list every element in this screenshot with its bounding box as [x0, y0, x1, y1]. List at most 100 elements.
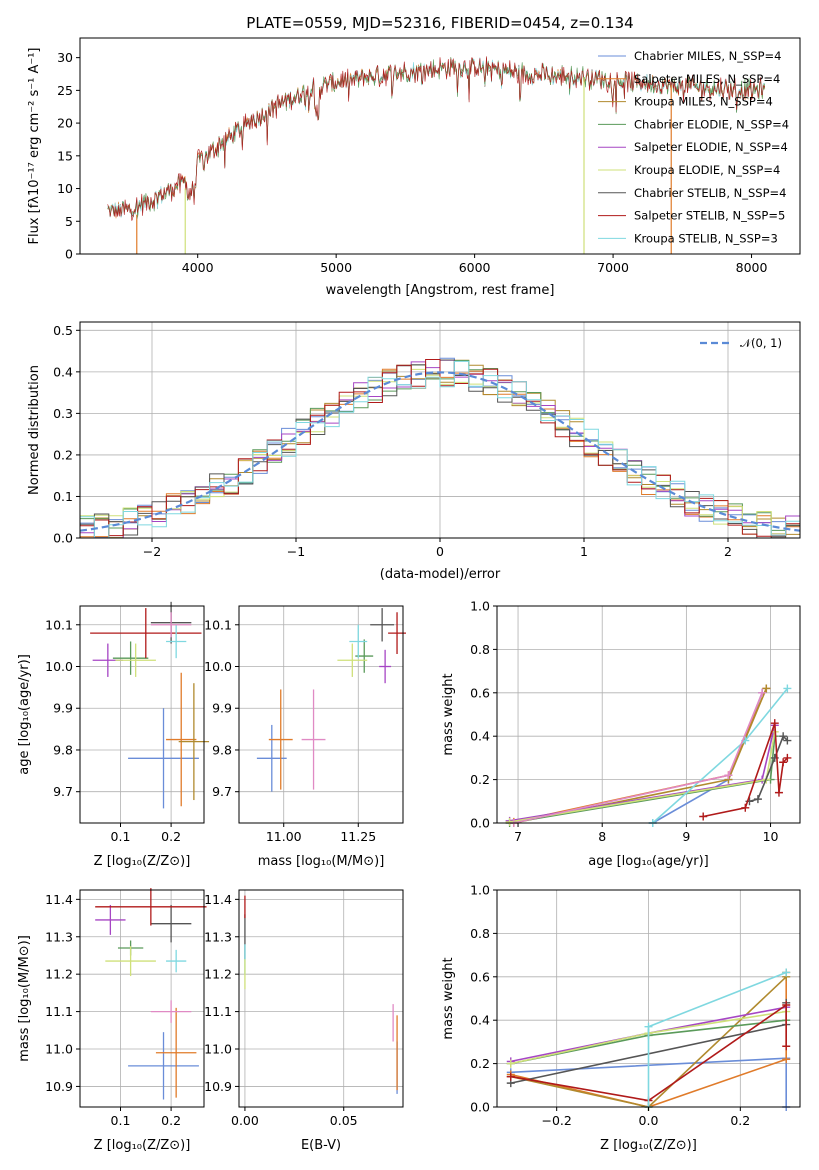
x-tick-label: 11.00: [266, 829, 302, 844]
y-tick-label: 0.2: [470, 1056, 490, 1071]
y-tick-label: 11.1: [45, 1004, 73, 1019]
mass-weight-line-kroupa_elodie: [509, 731, 776, 823]
y-tick-label: 0.6: [470, 685, 490, 700]
y-tick-label: 11.0: [45, 1042, 73, 1057]
x-axis-label: Z [log₁₀(Z/Z⊙)]: [94, 854, 191, 869]
mass-weight-point-extra_pink: [724, 771, 733, 780]
x-tick-label: −0.2: [542, 1113, 572, 1128]
legend-label: Salpeter STELIB, N_SSP=5: [634, 209, 785, 223]
x-tick-label: 1: [580, 544, 588, 559]
mass-weight-point-chabrier_stelib: [753, 795, 762, 804]
x-tick-label: 0.2: [161, 829, 181, 844]
x-tick-label: 8: [598, 829, 606, 844]
y-tick-label: 10.1: [45, 617, 73, 632]
y-tick-label: 0.2: [53, 447, 73, 462]
mass-weight-point-salpeter_miles: [782, 1055, 791, 1064]
axes-frame: [79, 37, 801, 255]
x-axis-label: E(B-V): [301, 1138, 341, 1153]
mass-weight-point-salpeter_stelib: [783, 753, 792, 762]
mass-weight-point-kroupa_stelib: [644, 1022, 653, 1031]
y-tick-label: 10.9: [45, 1079, 73, 1094]
mass-weight-point-extra_pink: [758, 688, 767, 697]
x-tick-label: 10: [763, 829, 779, 844]
y-tick-label: 0.0: [470, 1100, 490, 1115]
y-axis-label: Normed distribution: [27, 365, 42, 495]
y-tick-label: 11.4: [204, 892, 232, 907]
y-tick-label: 20: [57, 116, 73, 131]
y-tick-label: 0.1: [53, 489, 73, 504]
mass-weight-line-salpeter_stelib: [510, 1003, 787, 1102]
x-tick-label: 6000: [459, 260, 491, 275]
y-tick-label: 0.4: [470, 729, 490, 744]
x-tick-label: 0.00: [231, 1113, 259, 1128]
x-tick-label: 9: [682, 829, 690, 844]
y-tick-label: 11.4: [45, 892, 73, 907]
y-axis-label: mass weight: [441, 957, 456, 1039]
x-tick-label: 2: [724, 544, 732, 559]
x-tick-label: 0: [436, 544, 444, 559]
axes-frame: [238, 605, 404, 824]
legend-label: Kroupa STELIB, N_SSP=3: [634, 231, 778, 245]
x-tick-label: 0.2: [161, 1113, 181, 1128]
histogram-chabrier_miles: [80, 357, 800, 539]
mass-weight-point-salpeter_stelib: [779, 758, 788, 767]
mass-weight-point-salpeter_stelib: [782, 1001, 791, 1010]
x-tick-label: 7000: [597, 260, 629, 275]
axes-frame: [79, 889, 205, 1108]
x-tick-label: 11.25: [340, 829, 376, 844]
legend-label: Kroupa MILES, N_SSP=4: [634, 95, 773, 109]
legend-label: Chabrier MILES, N_SSP=4: [634, 49, 781, 63]
y-tick-label: 0.0: [470, 816, 490, 831]
y-tick-label: 9.9: [53, 701, 73, 716]
mass-weight-point-kroupa_elodie: [506, 1059, 515, 1068]
mass-weight-point-salpeter_stelib: [774, 788, 783, 797]
legend-label: 𝒩(0, 1): [740, 336, 782, 350]
mass-weight-line-chabrier_miles: [652, 692, 763, 824]
axes-frame: [496, 605, 801, 824]
y-tick-label: 1.0: [470, 599, 490, 614]
y-tick-label: 0.0: [53, 531, 73, 546]
y-tick-label: 25: [57, 83, 73, 98]
x-tick-label: −2: [143, 544, 161, 559]
y-tick-label: 5: [65, 214, 73, 229]
y-tick-label: 0.4: [53, 364, 73, 379]
axes-frame: [238, 889, 404, 1108]
x-tick-label: 0.1: [111, 829, 131, 844]
y-axis-label: age [log₁₀(age/yr)]: [17, 654, 32, 775]
y-tick-label: 11.0: [204, 1042, 232, 1057]
y-tick-label: 0.6: [470, 969, 490, 984]
mass-weight-point-salpeter_stelib: [741, 803, 750, 812]
x-axis-label: age [log₁₀(age/yr)]: [588, 854, 709, 869]
y-tick-label: 9.7: [53, 784, 73, 799]
x-tick-label: 8000: [736, 260, 768, 275]
legend-label: Salpeter ELODIE, N_SSP=4: [634, 140, 788, 154]
y-tick-label: 10.9: [204, 1079, 232, 1094]
mass-weight-line-salpeter_elodie: [509, 725, 776, 822]
mass-weight-point-kroupa_elodie: [505, 817, 514, 826]
y-tick-label: 0.2: [470, 772, 490, 787]
mass-weight-point-kroupa_miles: [762, 684, 771, 693]
y-tick-label: 0.8: [470, 642, 490, 657]
y-tick-label: 9.8: [53, 742, 73, 757]
y-tick-label: 11.3: [204, 929, 232, 944]
chart-title: PLATE=0559, MJD=52316, FIBERID=0454, z=0…: [246, 14, 633, 32]
y-tick-label: 11.1: [204, 1004, 232, 1019]
y-tick-label: 0.3: [53, 406, 73, 421]
histogram-kroupa_stelib: [80, 360, 800, 539]
x-tick-label: 0.05: [330, 1113, 358, 1128]
x-tick-label: 0.2: [730, 1113, 750, 1128]
legend-label: Chabrier ELODIE, N_SSP=4: [634, 117, 789, 131]
y-tick-label: 0.4: [470, 1013, 490, 1028]
x-tick-label: 0.0: [639, 1113, 659, 1128]
mass-weight-point-salpeter_stelib: [782, 1042, 791, 1051]
y-axis-label: Flux [fλ10⁻¹⁷ erg cm⁻² s⁻¹ A⁻¹]: [27, 48, 42, 245]
legend-label: Chabrier STELIB, N_SSP=4: [634, 186, 786, 200]
y-tick-label: 11.3: [45, 929, 73, 944]
y-tick-label: 1.0: [470, 883, 490, 898]
normal-curve: [79, 371, 801, 532]
x-tick-label: 4000: [182, 260, 214, 275]
x-axis-label: (data-model)/error: [380, 567, 501, 582]
y-tick-label: 10.0: [45, 659, 73, 674]
y-tick-label: 11.2: [204, 967, 232, 982]
